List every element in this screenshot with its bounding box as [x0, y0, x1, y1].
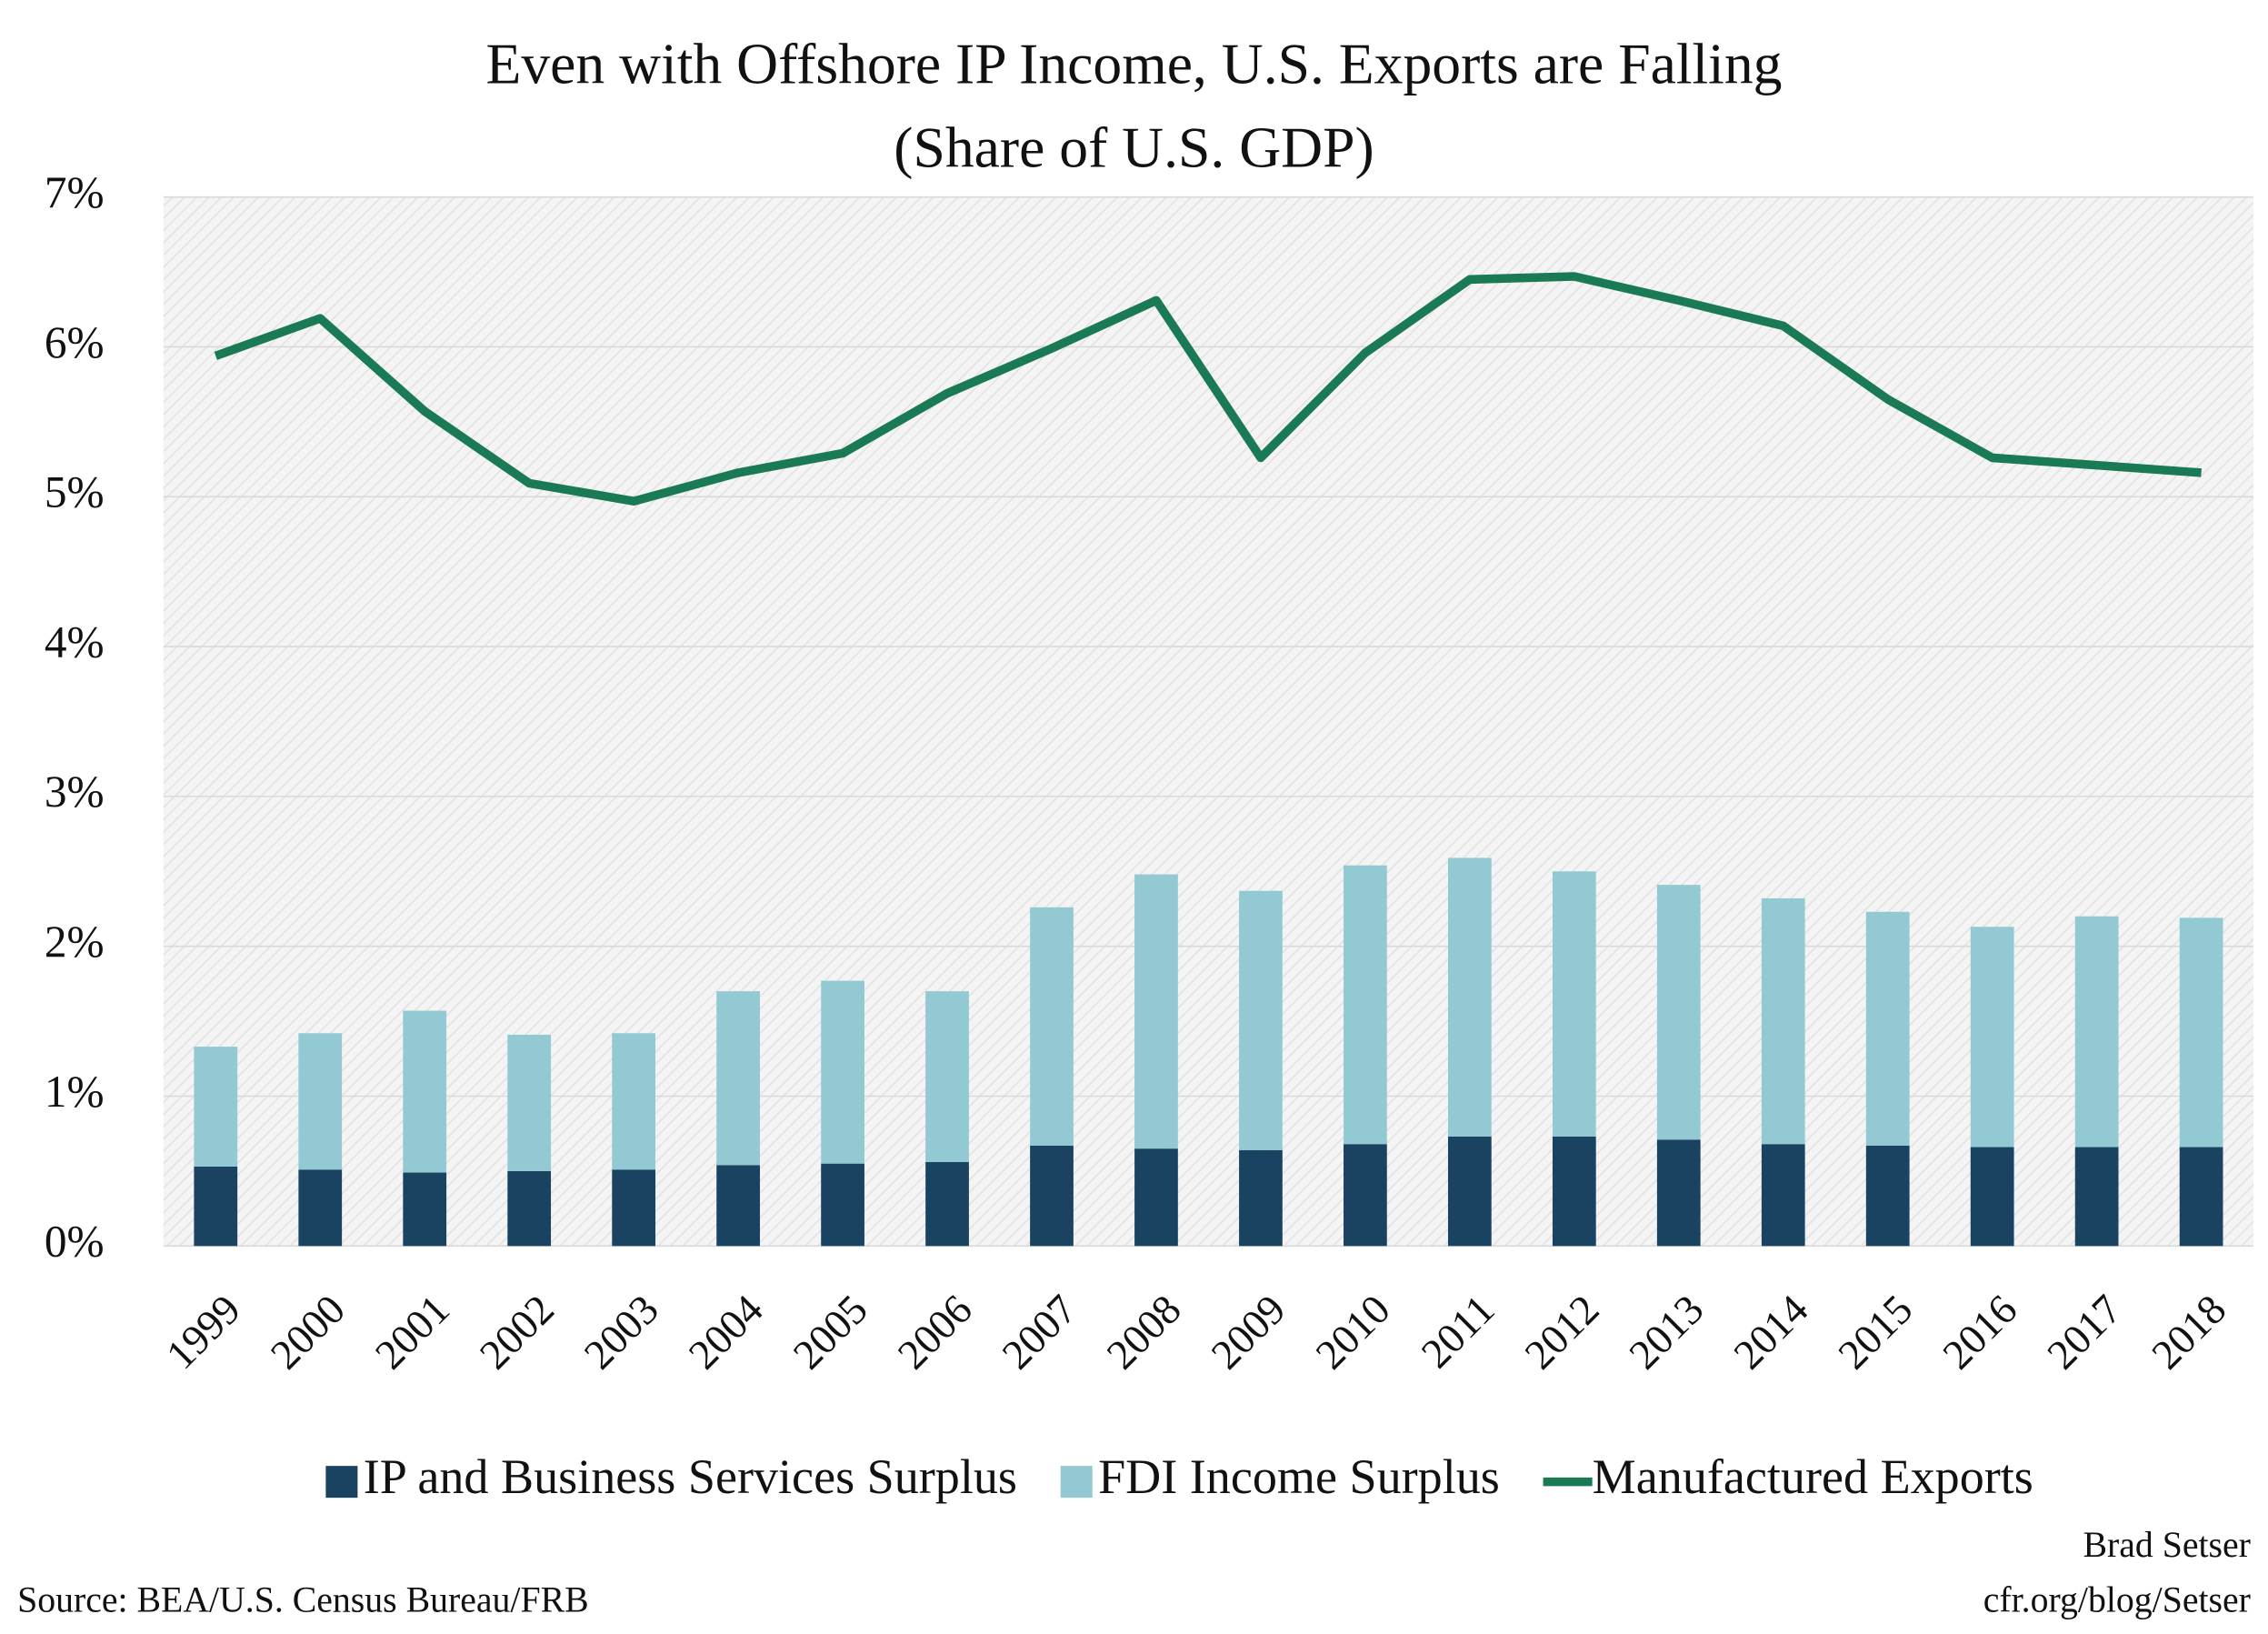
x-tick-label: 2012	[1515, 1286, 1607, 1378]
x-tick-label: 2007	[994, 1286, 1085, 1378]
bar	[1970, 927, 2014, 1148]
bar	[194, 1047, 238, 1167]
bar	[1552, 871, 1596, 1137]
x-tick-label: 2001	[366, 1286, 458, 1378]
bar	[716, 991, 760, 1166]
chart-subtitle: (Share of U.S. GDP)	[894, 115, 1374, 180]
bar	[1030, 907, 1074, 1146]
y-tick-label: 6%	[45, 317, 105, 367]
bar	[1134, 1148, 1178, 1247]
bar	[1344, 865, 1387, 1145]
x-tick-label: 1999	[157, 1286, 249, 1378]
x-tick-label: 2009	[1202, 1286, 1294, 1378]
bar	[298, 1033, 343, 1170]
x-tick-label: 2000	[262, 1286, 354, 1378]
legend-label: FDI Income Surplus	[1098, 1449, 1500, 1504]
bar	[2074, 916, 2119, 1148]
x-tick-label: 2008	[1098, 1286, 1190, 1378]
legend-label: Manufactured Exports	[1593, 1449, 2033, 1504]
legend: IP and Business Services Surplus FDI Inco…	[325, 1449, 2033, 1504]
y-tick-label: 5%	[45, 467, 105, 517]
y-tick-label: 4%	[45, 617, 105, 667]
x-tick-label: 2016	[1933, 1286, 2025, 1378]
bar	[612, 1169, 656, 1247]
line	[214, 272, 2202, 506]
y-tick-label: 3%	[45, 767, 105, 817]
plot-background	[163, 196, 2254, 1247]
bar	[1865, 911, 1910, 1146]
legend-label: IP and Business Services Surplus	[364, 1449, 1017, 1504]
y-tick-label: 2%	[45, 917, 105, 967]
bar	[403, 1010, 447, 1173]
x-tick-label: 2015	[1829, 1286, 1921, 1378]
bar	[821, 980, 864, 1164]
bar	[1134, 874, 1178, 1149]
bar	[507, 1170, 552, 1247]
bar	[1447, 1136, 1492, 1247]
source-note: Source: BEA/U.S. Census Bureau/FRB	[17, 1579, 589, 1619]
credit: cfr.org/blog/Setser	[1983, 1579, 2251, 1619]
bar	[612, 1033, 656, 1170]
bar	[2179, 917, 2223, 1148]
bar	[1030, 1145, 1074, 1247]
bar	[1552, 1136, 1596, 1247]
bar	[2179, 1147, 2223, 1247]
bar	[403, 1172, 447, 1247]
x-tick-label: 2006	[889, 1286, 981, 1378]
y-tick-label: 0%	[45, 1217, 105, 1267]
bar	[1865, 1145, 1910, 1247]
bar	[194, 1166, 238, 1247]
bar	[821, 1163, 864, 1247]
bar	[1970, 1147, 2014, 1247]
x-tick-label: 2011	[1413, 1286, 1504, 1377]
bar	[1239, 1149, 1283, 1247]
y-tick-label: 1%	[45, 1067, 105, 1117]
x-tick-label: 2005	[784, 1286, 876, 1378]
x-tick-label: 2018	[2143, 1286, 2234, 1378]
bar	[925, 1162, 969, 1247]
bar	[2074, 1147, 2119, 1247]
legend-swatch	[325, 1466, 358, 1499]
bar	[716, 1165, 760, 1247]
bar	[298, 1169, 343, 1247]
x-tick-label: 2013	[1620, 1286, 1712, 1378]
x-tick-label: 2010	[1306, 1286, 1398, 1378]
y-tick-label: 7%	[45, 167, 105, 217]
bar	[1656, 1139, 1701, 1247]
bar	[507, 1034, 552, 1171]
x-tick-label: 2017	[2038, 1286, 2130, 1378]
chart-title: Even with Offshore IP Income, U.S. Expor…	[485, 31, 1782, 95]
bar	[1656, 885, 1701, 1140]
bar	[1761, 1144, 1805, 1247]
bar	[1761, 897, 1805, 1145]
x-tick-label: 2003	[575, 1286, 667, 1378]
x-tick-label: 2002	[471, 1286, 563, 1378]
x-tick-label: 2004	[680, 1286, 772, 1378]
x-tick-label: 2014	[1724, 1286, 1816, 1378]
bar	[1344, 1144, 1387, 1247]
credit: Brad Setser	[2083, 1525, 2250, 1565]
bar	[925, 991, 969, 1163]
bar	[1447, 857, 1492, 1137]
bar	[1239, 890, 1283, 1150]
legend-swatch	[1060, 1466, 1093, 1499]
